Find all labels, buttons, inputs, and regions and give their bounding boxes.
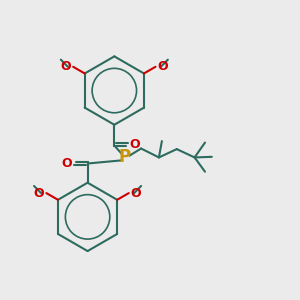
Text: O: O (34, 187, 44, 200)
Text: O: O (61, 157, 72, 170)
Text: O: O (158, 60, 168, 73)
Text: P: P (119, 148, 131, 166)
Text: O: O (130, 138, 140, 151)
Text: O: O (60, 60, 71, 73)
Text: O: O (131, 187, 142, 200)
